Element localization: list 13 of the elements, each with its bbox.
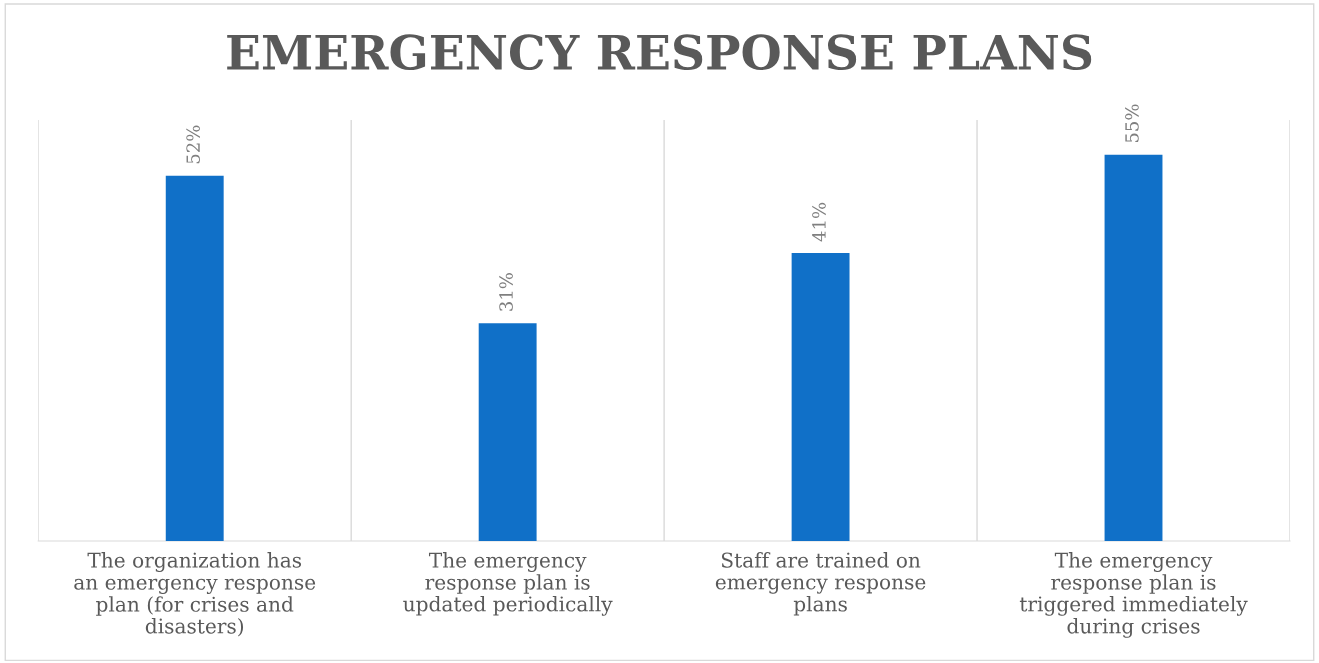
x-tick-label: The emergency response plan is updated periodically <box>403 552 613 616</box>
data-label: 41% <box>812 202 826 242</box>
bar <box>1104 154 1163 542</box>
chart-title: EMERGENCY RESPONSE PLANS <box>227 34 1092 71</box>
data-label: 31% <box>499 273 513 311</box>
data-label: 52% <box>186 125 200 164</box>
bar <box>478 323 537 542</box>
bar <box>165 175 224 542</box>
x-tick-label: The organization has an emergency response plan (for crises and disasters) <box>74 552 316 637</box>
bar <box>791 253 850 542</box>
data-label: 55% <box>1125 104 1139 143</box>
x-tick-label: Staff are trained on emergency response plans <box>715 552 926 616</box>
x-tick-label: The emergency response plan is triggered immediately during crises <box>1019 552 1248 638</box>
